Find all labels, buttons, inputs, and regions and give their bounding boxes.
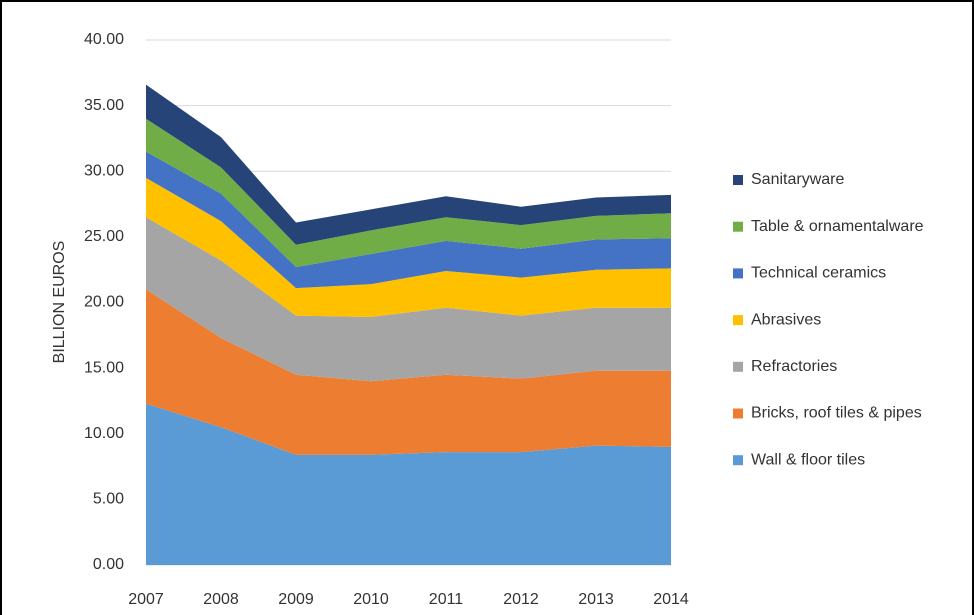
legend-swatch — [733, 221, 743, 232]
legend-label: Wall & floor tiles — [751, 451, 865, 468]
x-tick-label: 2007 — [128, 591, 164, 608]
legend-label: Table & ornamentalware — [751, 218, 924, 235]
x-tick-label: 2013 — [578, 591, 614, 608]
legend-label: Technical ceramics — [751, 265, 886, 282]
x-tick-label: 2011 — [429, 591, 464, 608]
area — [146, 403, 671, 565]
legend-swatch — [733, 268, 743, 279]
area — [146, 289, 671, 455]
area — [146, 177, 671, 317]
x-tick-label: 2012 — [503, 591, 539, 608]
y-tick-label: 0.00 — [93, 556, 124, 573]
legend-swatch — [733, 455, 743, 466]
legend-label: Bricks, roof tiles & pipes — [751, 405, 922, 422]
area — [146, 84, 671, 245]
y-tick-label: 15.00 — [84, 359, 124, 376]
y-tick-label: 20.00 — [84, 294, 124, 311]
legend-swatch — [733, 361, 743, 372]
y-tick-label: 25.00 — [84, 228, 124, 245]
y-tick-label: 35.00 — [84, 97, 124, 114]
y-tick-label: 5.00 — [93, 491, 124, 508]
y-tick-label: 30.00 — [84, 162, 124, 179]
legend-label: Abrasives — [751, 311, 821, 328]
x-tick-label: 2009 — [278, 591, 314, 608]
legend-label: Refractories — [751, 358, 837, 375]
legend-swatch — [733, 315, 743, 326]
x-tick-label: 2008 — [203, 591, 239, 608]
legend-label: Sanitaryware — [751, 171, 844, 188]
x-tick-label: 2010 — [353, 591, 389, 608]
y-tick-label: 10.00 — [84, 425, 124, 442]
y-tick-label: 40.00 — [84, 31, 124, 48]
legend-swatch — [733, 175, 743, 185]
legend-swatch — [733, 408, 743, 419]
area — [146, 217, 671, 382]
y-axis-label: BILLION EUROS — [51, 241, 68, 364]
area — [146, 151, 671, 289]
x-tick-label: 2014 — [653, 591, 689, 608]
area — [146, 118, 671, 268]
